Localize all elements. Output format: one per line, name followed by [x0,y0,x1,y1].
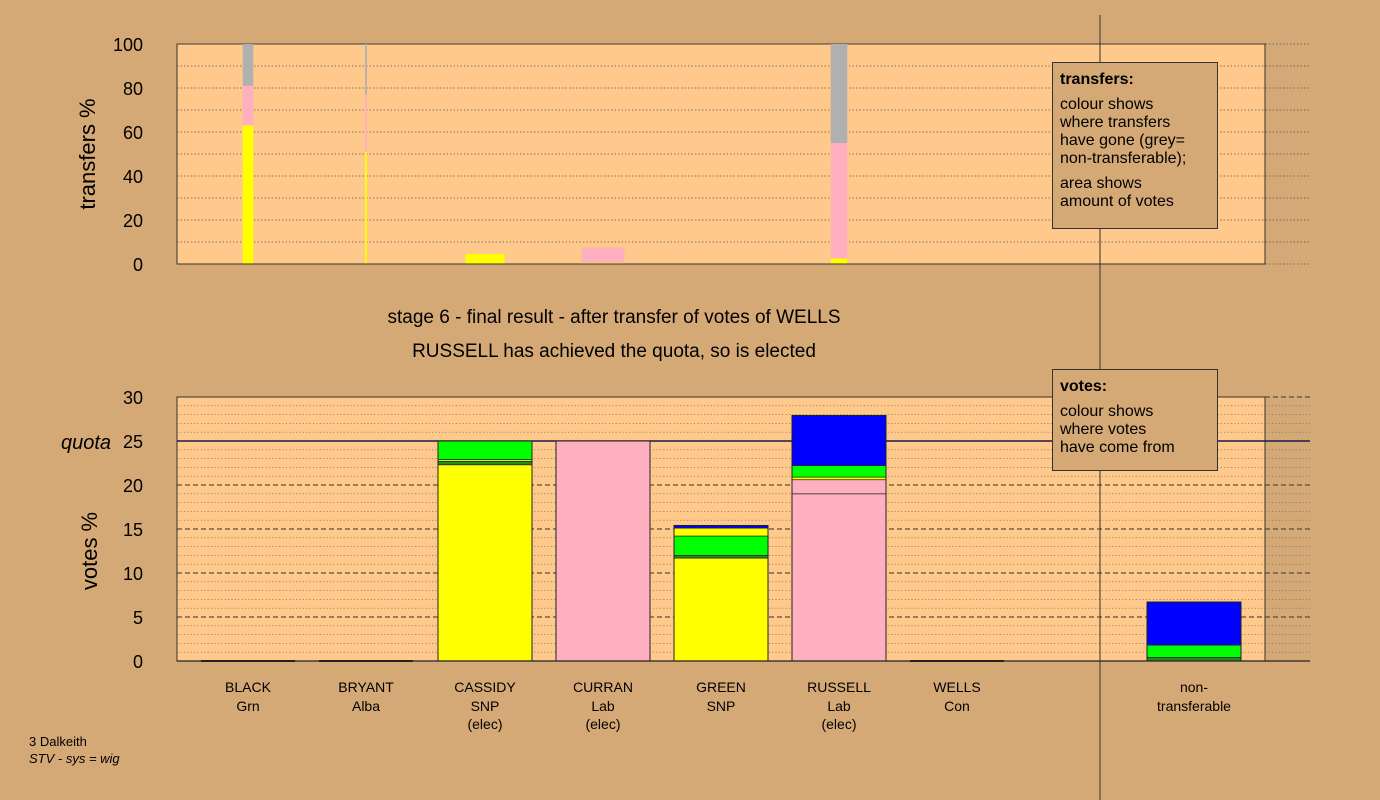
candidate-party: Alba [352,698,380,714]
footer: 3 Dalkeith STV - sys = wig [29,733,120,767]
y-tick-label: 5 [133,608,143,628]
transfer-bar-segment [830,143,848,259]
y-tick-label: 25 [123,432,143,452]
legend-line: colour shows [1060,96,1154,113]
candidate-note: (elec) [585,716,620,732]
transfers-legend-title: transfers: [1060,71,1134,88]
vote-bar-segment [673,555,769,559]
votes-legend-title: votes: [1060,378,1108,395]
transfers-legend: transfers: colour shows where transfers … [1052,62,1218,229]
votes-legend: votes: colour shows where votes have com… [1052,369,1218,471]
candidate-name: RUSSELL [807,679,871,695]
candidate-note: (elec) [821,716,856,732]
y-axis-label: transfers % [75,98,100,209]
y-tick-label: 100 [113,35,143,55]
legend-line: colour shows [1060,403,1154,420]
candidate-name: WELLS [933,679,980,695]
transfer-bar-segment [365,44,367,95]
transfer-bar-segment [581,247,625,263]
candidate-name: BRYANT [338,679,394,695]
vote-bar-segment [437,464,533,662]
candidate-note: (elec) [467,716,502,732]
legend-line: have come from [1060,439,1175,456]
constituency-label: 3 Dalkeith [29,734,87,749]
transfer-bar-segment [581,262,625,264]
legend-line: where transfers [1060,114,1171,131]
transfer-bar-segment [365,94,367,152]
legend-line: where votes [1060,421,1147,438]
y-tick-label: 0 [133,255,143,275]
candidate-name: CURRAN [573,679,633,695]
legend-line: amount of votes [1060,193,1174,210]
vote-bar-segment [673,527,769,537]
candidate-party: Grn [236,698,259,714]
vote-bar-segment [1146,601,1242,646]
y-tick-label: 80 [123,79,143,99]
vote-bar-segment [791,415,887,466]
vote-bar-segment [1146,644,1242,658]
y-tick-label: 30 [123,388,143,408]
legend-line: area shows [1060,175,1142,192]
transfer-bar-segment [242,85,254,126]
stage-title: stage 6 - final result - after transfer … [387,307,840,328]
candidate-name: CASSIDY [454,679,516,695]
candidate-party: SNP [471,698,500,714]
transfer-bar-segment [365,151,367,264]
candidate-party: Con [944,698,970,714]
candidate-label: transferable [1157,698,1231,714]
vote-bar-segment [791,476,887,481]
candidate-label: non- [1180,679,1208,695]
y-tick-label: 20 [123,211,143,231]
candidate-party: Lab [591,698,615,714]
y-tick-label: 20 [123,476,143,496]
y-tick-label: 10 [123,564,143,584]
vote-bar-segment [791,465,887,478]
transfer-bar-segment [465,254,505,264]
quota-label: quota [61,432,111,454]
stage-subtitle: RUSSELL has achieved the quota, so is el… [412,341,816,362]
vote-bar-segment [555,440,651,662]
vote-bar-segment [437,440,533,460]
system-label: STV - sys = wig [29,751,120,766]
y-tick-label: 40 [123,167,143,187]
y-axis-label: votes % [77,512,102,590]
vote-bar-segment [437,460,533,466]
legend-line: non-transferable); [1060,150,1187,167]
candidate-name: BLACK [225,679,272,695]
transfer-bar-segment [830,44,848,143]
vote-bar-segment [791,479,887,495]
vote-bar-segment [791,493,887,662]
y-tick-label: 15 [123,520,143,540]
candidate-party: Lab [827,698,851,714]
transfer-bar-segment [242,125,254,265]
y-tick-label: 0 [133,652,143,672]
transfer-bar-segment [830,258,848,264]
y-tick-label: 60 [123,123,143,143]
transfer-bar-segment [242,44,254,86]
legend-line: have gone (grey= [1060,132,1185,149]
vote-bar-segment [673,535,769,556]
candidate-name: GREEN [696,679,746,695]
candidate-party: SNP [707,698,736,714]
vote-bar-segment [673,557,769,662]
